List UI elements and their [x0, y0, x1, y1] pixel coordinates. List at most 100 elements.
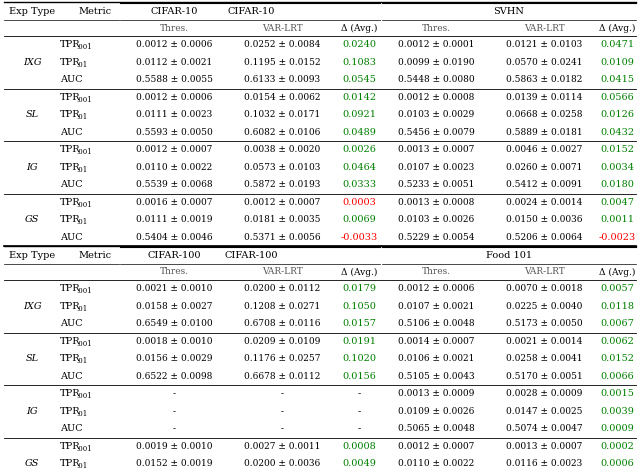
- Text: 0.0012 ± 0.0008: 0.0012 ± 0.0008: [398, 93, 474, 102]
- Text: .001: .001: [76, 287, 92, 295]
- Text: 0.0116 ± 0.0023: 0.0116 ± 0.0023: [506, 459, 582, 468]
- Text: 0.0012 ± 0.0007: 0.0012 ± 0.0007: [244, 198, 320, 207]
- Text: 0.6549 ± 0.0100: 0.6549 ± 0.0100: [136, 319, 212, 328]
- Text: 0.5065 ± 0.0048: 0.5065 ± 0.0048: [397, 424, 474, 433]
- Text: 0.5105 ± 0.0043: 0.5105 ± 0.0043: [397, 372, 474, 381]
- Text: 0.0039: 0.0039: [600, 407, 634, 416]
- Text: -: -: [280, 389, 284, 398]
- Text: 0.1020: 0.1020: [342, 354, 376, 363]
- Text: .01: .01: [76, 218, 87, 226]
- Text: TPR: TPR: [60, 145, 81, 154]
- Text: 0.0545: 0.0545: [342, 75, 376, 84]
- Text: 0.5539 ± 0.0068: 0.5539 ± 0.0068: [136, 180, 212, 189]
- Text: 0.0006: 0.0006: [600, 459, 634, 468]
- Text: 0.0019 ± 0.0010: 0.0019 ± 0.0010: [136, 442, 212, 451]
- Text: .001: .001: [76, 148, 92, 156]
- Text: .01: .01: [76, 357, 87, 365]
- Text: 0.0260 ± 0.0071: 0.0260 ± 0.0071: [506, 163, 582, 172]
- Text: 0.0057: 0.0057: [600, 284, 634, 293]
- Text: -: -: [280, 407, 284, 416]
- Text: CIFAR-100: CIFAR-100: [224, 250, 278, 259]
- Text: 0.0034: 0.0034: [600, 163, 634, 172]
- Text: 0.1176 ± 0.0257: 0.1176 ± 0.0257: [244, 354, 320, 363]
- Text: Exp Type: Exp Type: [9, 250, 55, 259]
- Text: 0.0252 ± 0.0084: 0.0252 ± 0.0084: [244, 40, 320, 49]
- Text: 0.0126: 0.0126: [600, 110, 634, 119]
- Text: 0.0118: 0.0118: [600, 302, 634, 311]
- Text: 0.0003: 0.0003: [342, 198, 376, 207]
- Text: 0.0152: 0.0152: [600, 354, 634, 363]
- Text: IG: IG: [26, 163, 38, 172]
- Text: TPR: TPR: [60, 407, 81, 416]
- Text: .001: .001: [76, 43, 92, 51]
- Text: 0.0066: 0.0066: [600, 372, 634, 381]
- Text: 0.5448 ± 0.0080: 0.5448 ± 0.0080: [397, 75, 474, 84]
- Text: 0.0152 ± 0.0019: 0.0152 ± 0.0019: [136, 459, 212, 468]
- Text: 0.1032 ± 0.0171: 0.1032 ± 0.0171: [244, 110, 320, 119]
- Text: 0.0225 ± 0.0040: 0.0225 ± 0.0040: [506, 302, 582, 311]
- Text: 0.0013 ± 0.0007: 0.0013 ± 0.0007: [398, 145, 474, 154]
- Text: 0.0111 ± 0.0019: 0.0111 ± 0.0019: [136, 215, 212, 224]
- Text: 0.0139 ± 0.0114: 0.0139 ± 0.0114: [506, 93, 582, 102]
- Text: 0.0009: 0.0009: [600, 424, 634, 433]
- Text: 0.0156: 0.0156: [342, 372, 376, 381]
- Text: 0.0921: 0.0921: [342, 110, 376, 119]
- Text: 0.0156 ± 0.0029: 0.0156 ± 0.0029: [136, 354, 212, 363]
- Text: 0.5889 ± 0.0181: 0.5889 ± 0.0181: [506, 128, 582, 137]
- Text: IG: IG: [26, 407, 38, 416]
- Text: 0.0027 ± 0.0011: 0.0027 ± 0.0011: [244, 442, 320, 451]
- Text: 0.0181 ± 0.0035: 0.0181 ± 0.0035: [244, 215, 320, 224]
- Text: 0.0014 ± 0.0007: 0.0014 ± 0.0007: [397, 337, 474, 346]
- Text: Δ (Avg.): Δ (Avg.): [341, 267, 377, 276]
- Text: 0.0570 ± 0.0241: 0.0570 ± 0.0241: [506, 58, 582, 67]
- Text: Metric: Metric: [79, 250, 111, 259]
- Text: VAR-LRT: VAR-LRT: [262, 267, 302, 276]
- Text: TPR: TPR: [60, 459, 81, 468]
- Text: Δ (Avg.): Δ (Avg.): [341, 23, 377, 33]
- Text: VAR-LRT: VAR-LRT: [524, 267, 564, 276]
- Text: TPR: TPR: [60, 284, 81, 293]
- Text: 0.5404 ± 0.0046: 0.5404 ± 0.0046: [136, 233, 212, 242]
- Text: 0.0107 ± 0.0021: 0.0107 ± 0.0021: [398, 302, 474, 311]
- Text: GS: GS: [25, 459, 39, 468]
- Text: 0.0200 ± 0.0112: 0.0200 ± 0.0112: [244, 284, 320, 293]
- Text: .01: .01: [76, 61, 87, 69]
- Text: 0.0026: 0.0026: [342, 145, 376, 154]
- Text: 0.0200 ± 0.0036: 0.0200 ± 0.0036: [244, 459, 320, 468]
- Text: TPR: TPR: [60, 354, 81, 363]
- Text: -: -: [173, 407, 175, 416]
- Text: 0.1208 ± 0.0271: 0.1208 ± 0.0271: [244, 302, 320, 311]
- Text: 0.0209 ± 0.0109: 0.0209 ± 0.0109: [244, 337, 320, 346]
- Text: 0.0191: 0.0191: [342, 337, 376, 346]
- Text: GS: GS: [25, 215, 39, 224]
- Text: 0.1195 ± 0.0152: 0.1195 ± 0.0152: [244, 58, 320, 67]
- Text: 0.0018 ± 0.0010: 0.0018 ± 0.0010: [136, 337, 212, 346]
- Text: 0.0015: 0.0015: [600, 389, 634, 398]
- Text: 0.0013 ± 0.0007: 0.0013 ± 0.0007: [506, 442, 582, 451]
- Text: Metric: Metric: [79, 7, 111, 16]
- Text: .01: .01: [76, 462, 87, 470]
- Text: AUC: AUC: [60, 75, 83, 84]
- Text: TPR: TPR: [60, 215, 81, 224]
- Text: 0.5872 ± 0.0193: 0.5872 ± 0.0193: [244, 180, 320, 189]
- Text: 0.0333: 0.0333: [342, 180, 376, 189]
- Text: 0.0012 ± 0.0001: 0.0012 ± 0.0001: [398, 40, 474, 49]
- Text: AUC: AUC: [60, 180, 83, 189]
- Text: 0.5588 ± 0.0055: 0.5588 ± 0.0055: [136, 75, 212, 84]
- Text: 0.6522 ± 0.0098: 0.6522 ± 0.0098: [136, 372, 212, 381]
- Text: 0.0110 ± 0.0022: 0.0110 ± 0.0022: [136, 163, 212, 172]
- Text: -0.0023: -0.0023: [598, 233, 636, 242]
- Text: 0.5229 ± 0.0054: 0.5229 ± 0.0054: [397, 233, 474, 242]
- Text: .01: .01: [76, 113, 87, 121]
- Text: -: -: [357, 407, 360, 416]
- Text: -: -: [357, 424, 360, 433]
- Text: 0.0107 ± 0.0023: 0.0107 ± 0.0023: [398, 163, 474, 172]
- Text: 0.0067: 0.0067: [600, 319, 634, 328]
- Text: Δ (Avg.): Δ (Avg.): [599, 23, 635, 33]
- Text: 0.0109 ± 0.0026: 0.0109 ± 0.0026: [398, 407, 474, 416]
- Text: .001: .001: [76, 201, 92, 209]
- Text: 0.0103 ± 0.0026: 0.0103 ± 0.0026: [398, 215, 474, 224]
- Text: 0.0016 ± 0.0007: 0.0016 ± 0.0007: [136, 198, 212, 207]
- Text: 0.0046 ± 0.0027: 0.0046 ± 0.0027: [506, 145, 582, 154]
- Text: Exp Type: Exp Type: [9, 7, 55, 16]
